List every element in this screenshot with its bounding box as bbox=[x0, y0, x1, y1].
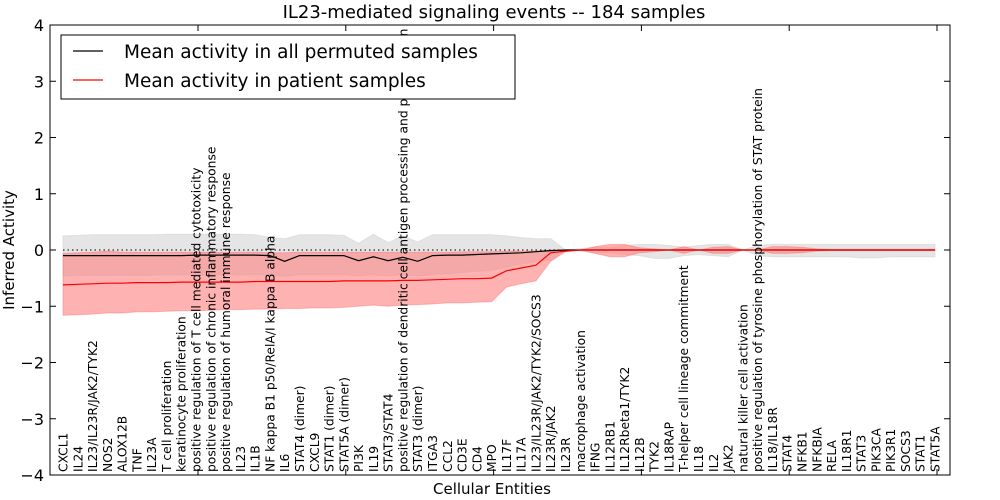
category-label: PI3K bbox=[352, 444, 366, 472]
category-label: positive regulation of T cell mediated c… bbox=[190, 168, 204, 472]
category-label: natural killer cell activation bbox=[736, 304, 750, 472]
category-label: IL12RB1 bbox=[603, 421, 617, 472]
legend-label-patient: Mean activity in patient samples bbox=[124, 71, 426, 92]
legend-label-permuted: Mean activity in all permuted samples bbox=[124, 42, 478, 63]
category-label: NFKBIA bbox=[810, 427, 824, 472]
category-label: CXCL9 bbox=[308, 433, 322, 472]
lines-layer bbox=[62, 249, 935, 286]
category-label: STAT3/STAT4 bbox=[382, 393, 396, 472]
y-tick-label: 2 bbox=[34, 129, 44, 148]
category-label: IL23R bbox=[559, 437, 573, 472]
category-label: macrophage activation bbox=[574, 330, 588, 472]
category-label: IL6 bbox=[278, 454, 292, 472]
category-label: IL18RAP bbox=[663, 422, 677, 472]
category-label: IL17A bbox=[515, 437, 529, 472]
category-label: JAK2 bbox=[722, 444, 736, 473]
category-label: RELA bbox=[825, 440, 839, 472]
category-label: positive regulation of tyrosine phosphor… bbox=[751, 88, 765, 472]
category-label: IL18 bbox=[692, 446, 706, 472]
category-label: T-helper cell lineage commitment bbox=[677, 265, 691, 473]
category-label: IL18R1 bbox=[840, 430, 854, 473]
category-label: IL2 bbox=[707, 454, 721, 472]
category-label: STAT4 (dimer) bbox=[293, 386, 307, 472]
category-label: CD3E bbox=[456, 438, 470, 472]
y-tick-label: −2 bbox=[20, 354, 44, 373]
category-label: STAT3 bbox=[855, 435, 869, 472]
category-label: IL23R/JAK2 bbox=[544, 405, 558, 472]
category-label: NOS2 bbox=[101, 437, 115, 472]
category-label: TYK2 bbox=[648, 441, 662, 473]
category-label: positive regulation of dendritic cell an… bbox=[396, 29, 410, 472]
category-label: PIK3R1 bbox=[884, 429, 898, 472]
category-label: T cell proliferation bbox=[160, 361, 174, 473]
y-tick-label: 0 bbox=[34, 241, 44, 260]
category-label: PIK3CA bbox=[869, 427, 883, 472]
category-label: IL23A bbox=[145, 437, 159, 472]
category-label: positive regulation of humoral immune re… bbox=[219, 172, 233, 472]
category-label: NFKB1 bbox=[796, 431, 810, 472]
category-label: IL12B bbox=[633, 437, 647, 472]
category-label: ITGA3 bbox=[426, 435, 440, 472]
x-axis-label: Cellular Entities bbox=[433, 480, 551, 498]
category-label: IL19 bbox=[367, 446, 381, 472]
legend-box bbox=[60, 34, 516, 100]
y-tick-label: 1 bbox=[34, 185, 44, 204]
bands-layer bbox=[62, 233, 936, 316]
category-label: positive regulation of chronic inflammat… bbox=[204, 147, 218, 472]
chart-title: IL23-mediated signaling events -- 184 sa… bbox=[283, 2, 706, 23]
category-label: STAT1 bbox=[914, 435, 928, 472]
category-labels: CXCL1 IL24 IL23/IL23R/JAK2/TYK2 NOS2 ALOX12B… bbox=[57, 29, 943, 473]
category-label: STAT1 (dimer) bbox=[323, 386, 337, 472]
legend: Mean activity in all permuted samples Me… bbox=[60, 34, 516, 100]
category-label: STAT4 bbox=[781, 435, 795, 472]
patient-mean-line bbox=[62, 249, 935, 286]
category-label: CD4 bbox=[470, 446, 484, 472]
category-label: keratinocyte proliferation bbox=[175, 316, 189, 472]
category-label: IL12Rbeta1/TYK2 bbox=[618, 367, 632, 472]
category-label: NF kappa B1 p50/RelA/I kappa B alpha bbox=[263, 236, 277, 472]
y-axis-label: Inferred Activity bbox=[0, 190, 18, 310]
y-tick-label: −4 bbox=[20, 466, 44, 485]
category-label: STAT5A (dimer) bbox=[337, 377, 351, 472]
y-tick-label: −1 bbox=[20, 297, 44, 316]
y-tick-label: 4 bbox=[34, 16, 44, 35]
y-axis-ticks: 4 3 2 1 0 −1 −2 −3 −4 bbox=[20, 16, 950, 485]
category-label: IL18/IL18R bbox=[766, 407, 780, 472]
category-label: IL23 bbox=[234, 446, 248, 472]
category-label: ALOX12B bbox=[116, 416, 130, 472]
category-label: IL1B bbox=[249, 445, 263, 472]
x-axis-ticks bbox=[197, 25, 938, 475]
category-label: IFNG bbox=[589, 443, 603, 472]
category-label: MPO bbox=[485, 444, 499, 472]
category-label: IL23/IL23R/JAK2/TYK2 bbox=[86, 340, 100, 472]
category-label: IL24 bbox=[71, 446, 85, 472]
category-label: CCL2 bbox=[441, 440, 455, 472]
y-tick-label: 3 bbox=[34, 72, 44, 91]
category-label: CXCL1 bbox=[57, 433, 71, 472]
category-label: STAT5A bbox=[929, 426, 943, 472]
category-label: IL17F bbox=[500, 439, 514, 472]
category-label: SOCS3 bbox=[899, 430, 913, 472]
y-tick-label: −3 bbox=[20, 410, 44, 429]
category-label: TNF bbox=[130, 448, 144, 473]
category-label: STAT3 (dimer) bbox=[411, 386, 425, 472]
category-label: IL23/IL23R/JAK2/TYK2/SOCS3 bbox=[529, 294, 543, 472]
